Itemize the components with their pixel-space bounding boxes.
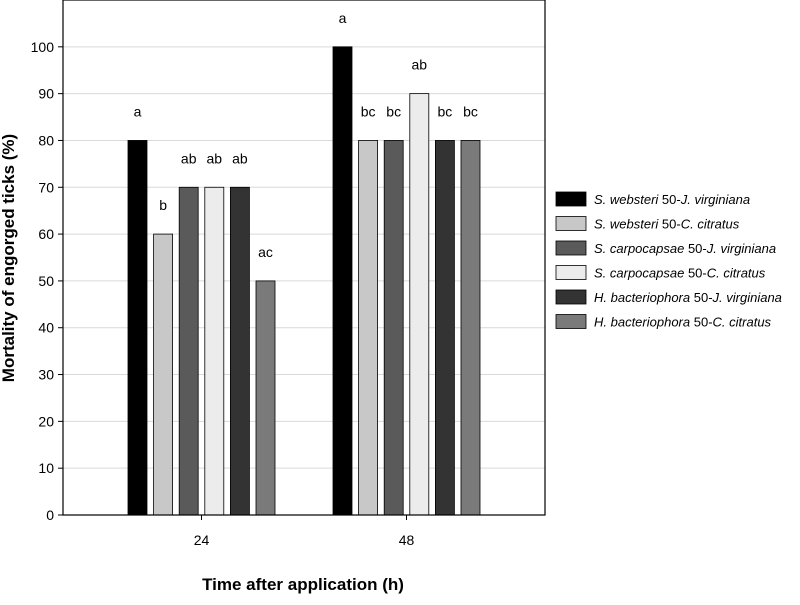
y-tick-label: 100 [31, 39, 55, 55]
legend-label: H. bacteriophora 50-J. virginiana [594, 290, 782, 305]
y-tick-label: 80 [38, 132, 54, 148]
significance-label: ab [207, 150, 223, 166]
significance-label: ac [258, 244, 273, 260]
x-tick-label: 24 [194, 532, 210, 548]
significance-label: ab [412, 57, 428, 73]
significance-label: bc [463, 103, 478, 119]
significance-label: a [134, 103, 142, 119]
legend: S. websteri 50-J. virginiana S. websteri … [555, 191, 782, 330]
x-tick-label: 48 [399, 532, 415, 548]
bar [204, 186, 225, 516]
x-axis-ticks: 24 48 [194, 515, 415, 548]
y-tick-label: 90 [38, 86, 54, 102]
bar [409, 93, 430, 516]
y-tick-label: 70 [38, 179, 54, 195]
bar [229, 186, 250, 516]
y-axis-title: Mortality of engorged ticks (%) [0, 134, 18, 382]
significance-label: bc [361, 103, 376, 119]
legend-swatch [555, 216, 587, 231]
y-tick-label: 20 [38, 413, 54, 429]
bar [460, 140, 481, 516]
significance-label: bc [386, 103, 401, 119]
legend-label: H. bacteriophora 50-C. citratus [594, 315, 772, 330]
bar [255, 280, 276, 516]
legend-swatch [555, 265, 587, 280]
bar [153, 233, 174, 516]
legend-swatch [555, 314, 587, 329]
y-tick-label: 50 [38, 273, 54, 289]
legend-swatch [555, 240, 587, 256]
legend-label: S. carpocapsae 50-J. virginiana [594, 241, 776, 256]
bar [178, 186, 199, 516]
legend-label: S. carpocapsae 50-C. citratus [594, 266, 766, 281]
legend-swatch [555, 191, 587, 207]
legend-label: S. websteri 50-J. virginiana [594, 192, 750, 207]
x-axis-title: Time after application (h) [202, 575, 404, 594]
y-tick-label: 40 [38, 320, 54, 336]
y-tick-label: 60 [38, 226, 54, 242]
bar [332, 46, 353, 516]
y-tick-label: 30 [38, 367, 54, 383]
legend-swatch [555, 289, 587, 305]
bars [127, 46, 481, 516]
significance-label: ab [181, 150, 197, 166]
bar [383, 140, 404, 516]
significance-label: bc [438, 103, 453, 119]
bar [358, 140, 379, 516]
significance-label: ab [232, 150, 248, 166]
plot-frame [62, 0, 546, 516]
y-tick-label: 10 [38, 460, 54, 476]
y-axis-ticks: 0 10 20 30 40 50 60 70 80 90 100 [31, 39, 63, 523]
y-tick-label: 0 [46, 507, 54, 523]
bar [434, 140, 455, 516]
bar [127, 140, 148, 516]
significance-label: a [339, 10, 347, 26]
legend-label: S. websteri 50-C. citratus [594, 217, 740, 232]
significance-label: b [159, 197, 167, 213]
